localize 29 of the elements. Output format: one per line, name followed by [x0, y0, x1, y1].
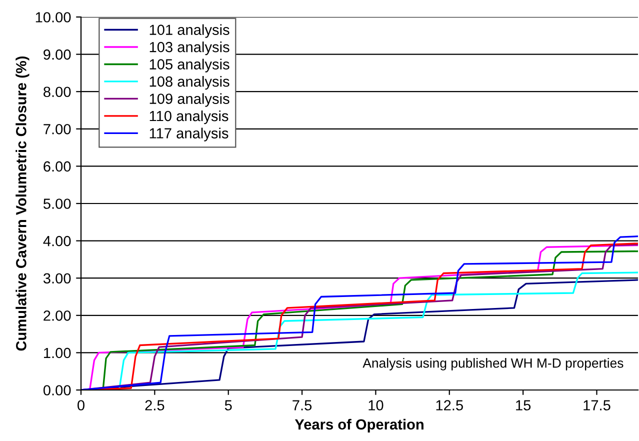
x-tick-label: 15: [516, 400, 531, 410]
y-tick-label: 8.00: [44, 86, 71, 98]
x-tick-label: 10: [368, 400, 384, 410]
y-tick-label: 4.00: [43, 236, 71, 246]
y-tick-label: 3.00: [43, 273, 71, 284]
legend-label: 105 analysis: [150, 58, 230, 72]
legend-label: 101 analysis: [150, 24, 230, 38]
legend-label: 103 analysis: [150, 42, 230, 56]
x-tick-label: 12.5: [436, 400, 463, 410]
legend-label: 117 analysis: [150, 128, 228, 142]
legend-label: 108 analysis: [150, 76, 230, 90]
x-tick-label: 17.5: [584, 400, 610, 410]
y-tick-label: 1.00: [44, 348, 71, 358]
y-axis-title: Cumulative Cavern Volumetric Closure (%): [16, 56, 30, 351]
x-tick-label: 2.5: [145, 400, 164, 410]
annotation: Analysis using published WH M-D properties: [362, 358, 624, 370]
legend-label: 109 analysis: [150, 93, 230, 107]
y-tick-label: 0.00: [43, 385, 71, 396]
y-tick-label: 6.00: [44, 161, 71, 172]
y-tick-label: 2.00: [44, 310, 71, 321]
y-tick-label: 5.00: [43, 198, 71, 209]
x-tick-label: 0: [78, 400, 84, 410]
x-tick-label: 5: [224, 400, 232, 410]
x-axis-title: Years of Operation: [294, 418, 424, 432]
legend-label: 110 analysis: [150, 110, 228, 124]
y-tick-label: 10.00: [36, 12, 71, 22]
y-tick-label: 7.00: [44, 124, 71, 134]
x-tick-label: 7.5: [292, 400, 312, 410]
y-tick-label: 9.00: [44, 49, 71, 60]
